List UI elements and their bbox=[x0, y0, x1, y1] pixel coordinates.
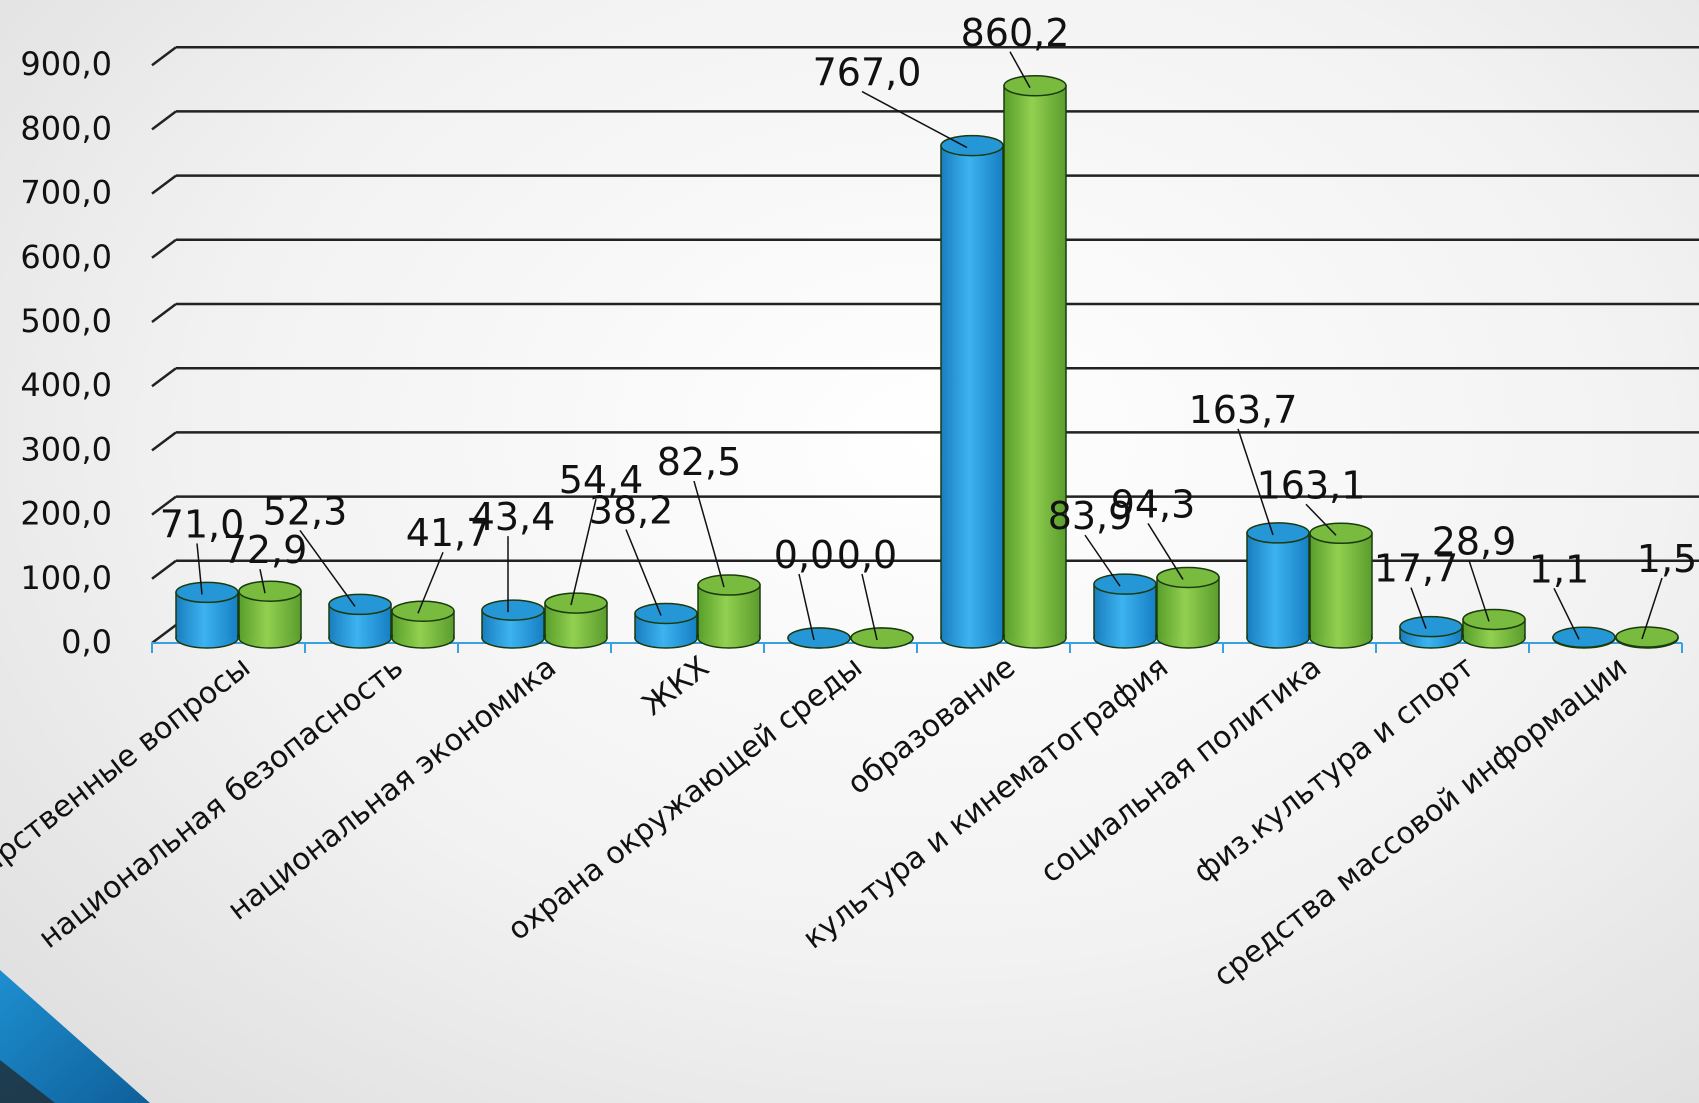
data-label-leader bbox=[861, 90, 968, 149]
data-label: 0,0 bbox=[774, 533, 834, 577]
data-label: 860,2 bbox=[961, 11, 1070, 55]
y-tick-label: 400,0 bbox=[20, 366, 112, 404]
gridline-diagonal bbox=[151, 110, 177, 131]
data-label: 767,0 bbox=[813, 51, 922, 95]
bar-body bbox=[1248, 532, 1308, 638]
corner-decoration-shadow bbox=[0, 1060, 55, 1103]
bar-top bbox=[1156, 566, 1220, 589]
data-label: 83,9 bbox=[1048, 494, 1133, 538]
y-tick-label: 0,0 bbox=[61, 623, 112, 661]
data-label-leader bbox=[1468, 560, 1490, 622]
data-label-leader bbox=[1009, 51, 1031, 89]
bar-top bbox=[1462, 608, 1526, 631]
y-tick-label: 500,0 bbox=[20, 302, 112, 340]
data-label-leader bbox=[196, 543, 203, 595]
data-label: 71,0 bbox=[160, 502, 245, 546]
data-label: 38,2 bbox=[589, 488, 674, 532]
gridline-diagonal bbox=[151, 367, 177, 388]
data-label: 41,7 bbox=[406, 511, 491, 555]
data-label-leader bbox=[299, 529, 356, 607]
y-tick-label: 900,0 bbox=[20, 45, 112, 83]
bar-body bbox=[1005, 85, 1065, 639]
data-label: 52,3 bbox=[263, 489, 348, 533]
gridline-diagonal bbox=[151, 559, 177, 580]
gridline-diagonal bbox=[151, 238, 177, 259]
data-label: 43,4 bbox=[471, 495, 556, 539]
bar-body bbox=[942, 145, 1002, 638]
bar-top bbox=[238, 580, 302, 602]
data-label-leader bbox=[570, 498, 597, 606]
y-tick-label: 300,0 bbox=[20, 430, 112, 468]
data-label-leader bbox=[1641, 577, 1663, 640]
data-label-leader bbox=[861, 573, 878, 641]
data-label: 82,5 bbox=[657, 440, 742, 484]
y-tick-label: 100,0 bbox=[20, 559, 112, 597]
gridlines bbox=[151, 45, 1699, 644]
gridline-diagonal bbox=[151, 303, 177, 323]
data-label-leader bbox=[1237, 428, 1274, 536]
bar-top bbox=[1003, 75, 1067, 97]
bar-top bbox=[391, 600, 455, 622]
y-tick-label: 200,0 bbox=[20, 495, 112, 533]
gridline-diagonal bbox=[151, 431, 177, 452]
data-labels: 71,0 52,3 43,4 38,2 0,0 767,0 83,9 163,7 17,7 1,1… bbox=[160, 11, 1697, 641]
data-label-leader bbox=[259, 569, 266, 594]
bar-top bbox=[544, 592, 608, 614]
data-label: 94,3 bbox=[1111, 482, 1196, 526]
bar-top bbox=[940, 134, 1004, 157]
data-label: 1,1 bbox=[1529, 547, 1589, 591]
data-label-leader bbox=[625, 529, 662, 616]
category-label: социальная политика bbox=[1034, 650, 1328, 890]
gridline-diagonal bbox=[151, 174, 177, 195]
bar-top bbox=[1399, 615, 1463, 638]
bar-top bbox=[1309, 522, 1373, 545]
category-labels: общегосударственные вопросынациональная … bbox=[0, 650, 1634, 994]
data-label-leader bbox=[1553, 587, 1580, 640]
bars bbox=[175, 75, 1679, 649]
data-label-leader bbox=[1084, 534, 1121, 587]
data-label-leader bbox=[693, 480, 725, 588]
bar-top bbox=[1093, 573, 1157, 595]
y-tick-label: 800,0 bbox=[20, 109, 112, 147]
data-label-leader bbox=[1305, 503, 1337, 536]
bar-top bbox=[1615, 626, 1679, 648]
bar-top bbox=[328, 593, 392, 616]
bar-top bbox=[175, 581, 239, 604]
gridline-diagonal bbox=[151, 495, 177, 516]
data-label-leader bbox=[798, 573, 815, 641]
category-label: национальная экономика bbox=[221, 650, 563, 928]
data-label-leader bbox=[417, 551, 444, 614]
bar-top bbox=[787, 627, 851, 649]
gridline-diagonal bbox=[151, 46, 177, 67]
bar-body bbox=[1311, 533, 1371, 638]
data-label: 163,1 bbox=[1257, 463, 1366, 507]
bar-top bbox=[1552, 626, 1616, 649]
corner-decoration bbox=[0, 970, 150, 1103]
bar-top bbox=[1246, 522, 1310, 544]
data-label: 17,7 bbox=[1374, 547, 1459, 591]
bar-top bbox=[481, 599, 545, 621]
gridline-diagonal bbox=[151, 624, 177, 644]
data-label: 72,9 bbox=[223, 528, 308, 572]
bar-top bbox=[697, 574, 761, 596]
bar-top bbox=[850, 627, 914, 649]
data-label-leader bbox=[1410, 587, 1427, 629]
y-tick-label: 600,0 bbox=[20, 238, 112, 276]
category-label: ЖКХ bbox=[636, 650, 716, 723]
data-label: 28,9 bbox=[1432, 519, 1517, 563]
bar-top bbox=[634, 602, 698, 625]
data-label: 163,7 bbox=[1189, 388, 1298, 432]
axes: 0,0 100,0 200,0 300,0 400,0 500,0 600,0 700,0 80… bbox=[20, 45, 1683, 661]
category-label: физ.культура и спорт bbox=[1187, 650, 1481, 890]
data-label: 54,4 bbox=[559, 458, 644, 502]
data-label-leader bbox=[1147, 523, 1184, 580]
data-label: 0,0 bbox=[837, 533, 897, 577]
y-tick-label: 700,0 bbox=[20, 174, 112, 212]
data-label: 1,5 bbox=[1637, 537, 1697, 581]
